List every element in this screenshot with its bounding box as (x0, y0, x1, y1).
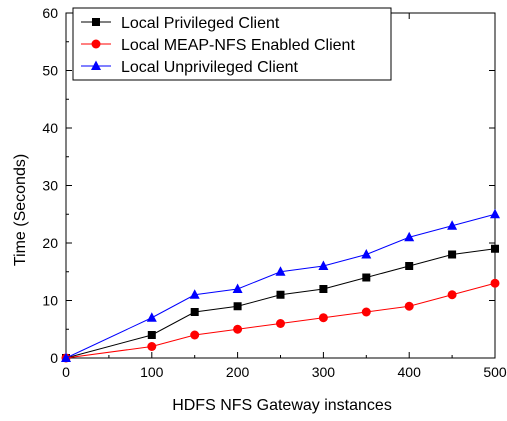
legend-box (72, 7, 392, 81)
data-point (490, 208, 500, 219)
data-point (190, 330, 200, 340)
data-point (362, 273, 371, 282)
legend-entry: Local Unprivileged Client (81, 59, 299, 76)
series-layer (61, 208, 500, 363)
data-point (189, 289, 200, 299)
data-point (147, 342, 157, 351)
data-point (146, 312, 157, 322)
data-point (447, 290, 457, 300)
series-3 (61, 208, 500, 362)
legend-label: Local MEAP-NFS Enabled Client (121, 37, 355, 54)
data-point (404, 231, 415, 242)
data-point (61, 352, 71, 362)
legend-label: Local Privileged Client (121, 15, 280, 32)
x-tick-label: 100 (140, 364, 164, 380)
data-point (319, 285, 328, 293)
legend-marker (91, 60, 101, 70)
data-point (276, 319, 285, 328)
data-point (361, 249, 372, 259)
data-point (404, 301, 414, 311)
data-point (276, 290, 285, 299)
data-point (447, 220, 458, 230)
y-tick-label: 20 (42, 235, 58, 251)
x-tick-label: 200 (226, 364, 250, 380)
data-point (361, 307, 371, 317)
legend-label: Local Unprivileged Client (121, 59, 299, 76)
legend: Local Privileged Client Local MEAP-NFS En… (72, 7, 392, 81)
data-point (190, 308, 199, 316)
data-point (233, 324, 243, 334)
y-tick-label: 60 (42, 5, 58, 21)
x-tick-label: 400 (398, 364, 422, 380)
y-tick-label: 0 (50, 350, 58, 366)
series-line (65, 248, 496, 359)
series-line (65, 282, 496, 359)
legend-entry: Local Privileged Client (81, 15, 280, 32)
data-point (405, 262, 414, 270)
y-tick-label: 10 (42, 293, 58, 309)
data-point (275, 266, 286, 276)
data-point (232, 283, 243, 293)
data-point (233, 302, 242, 311)
series-1 (62, 244, 499, 362)
data-point (318, 260, 329, 270)
legend-marker (92, 18, 100, 26)
x-tick-label: 300 (312, 364, 336, 380)
y-tick-label: 30 (42, 178, 58, 194)
data-point (318, 313, 328, 323)
data-point (491, 244, 499, 253)
y-tick-label: 40 (42, 120, 58, 136)
axes-layer: 0 100 200 300 400 500 0 10 20 30 40 50 60 (42, 5, 506, 380)
data-point (490, 278, 500, 288)
legend-marker (91, 39, 101, 49)
x-axis-title: HDFS NFS Gateway instances (172, 397, 392, 414)
legend-entry: Local MEAP-NFS Enabled Client (81, 37, 355, 54)
x-tick-label: 500 (483, 364, 507, 380)
x-tick-label: 0 (62, 364, 70, 380)
data-point (147, 331, 156, 339)
y-axis-title: Time (Seconds) (12, 154, 29, 266)
series-line (65, 213, 496, 359)
y-tick-label: 50 (42, 63, 58, 79)
data-point (448, 250, 457, 259)
